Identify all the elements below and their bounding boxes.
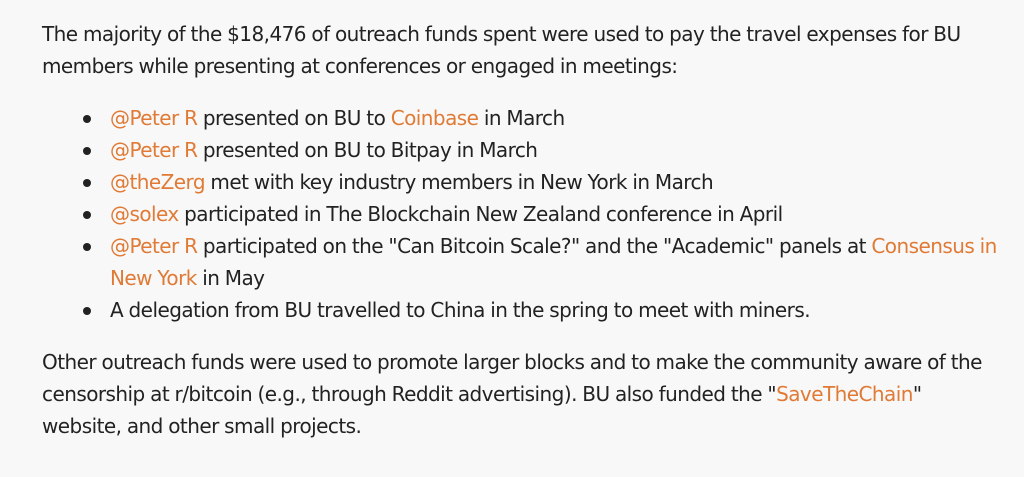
list-item: @Peter R presented on BU to Coinbase in … bbox=[83, 102, 1002, 134]
list-item-text: presented on BU to bbox=[202, 106, 386, 130]
list-item: A delegation from BU travelled to China … bbox=[83, 294, 1002, 326]
savethechain-link[interactable]: SaveTheChain bbox=[776, 382, 913, 406]
user-mention-link[interactable]: @Peter R bbox=[110, 234, 198, 258]
outro-text: " website, and other small projects. bbox=[42, 382, 922, 438]
bullet-icon bbox=[83, 307, 91, 315]
travel-list: @Peter R presented on BU to Coinbase in … bbox=[42, 102, 1002, 326]
list-item: @solex participated in The Blockchain Ne… bbox=[83, 198, 1002, 230]
list-item-text: participated in The Blockchain New Zeala… bbox=[184, 202, 783, 226]
outro-paragraph: Other outreach funds were used to promot… bbox=[42, 346, 1002, 442]
bullet-icon bbox=[83, 115, 91, 123]
consensus-link[interactable]: Consensus in New York bbox=[110, 234, 997, 290]
post-content: The majority of the $18,476 of outreach … bbox=[42, 18, 1002, 442]
bullet-icon bbox=[83, 147, 91, 155]
user-mention-link[interactable]: @Peter R bbox=[110, 106, 198, 130]
list-item-text: A delegation from BU travelled to China … bbox=[110, 298, 811, 322]
list-item: @Peter R presented on BU to Bitpay in Ma… bbox=[83, 134, 1002, 166]
list-item-text: met with key industry members in New Yor… bbox=[210, 170, 714, 194]
coinbase-link[interactable]: Coinbase bbox=[390, 106, 479, 130]
list-item: @theZerg met with key industry members i… bbox=[83, 166, 1002, 198]
bullet-icon bbox=[83, 243, 91, 251]
user-mention-link[interactable]: @solex bbox=[110, 202, 179, 226]
list-item-text: participated on the "Can Bitcoin Scale?"… bbox=[202, 234, 867, 258]
outro-text: Other outreach funds were used to promot… bbox=[42, 350, 982, 406]
list-item: @Peter R participated on the "Can Bitcoi… bbox=[83, 230, 1002, 294]
user-mention-link[interactable]: @Peter R bbox=[110, 138, 198, 162]
bullet-icon bbox=[83, 211, 91, 219]
list-item-text: presented on BU to Bitpay in March bbox=[202, 138, 538, 162]
user-mention-link[interactable]: @theZerg bbox=[110, 170, 206, 194]
intro-paragraph: The majority of the $18,476 of outreach … bbox=[42, 22, 961, 78]
list-item-text: in March bbox=[483, 106, 565, 130]
bullet-icon bbox=[83, 179, 91, 187]
list-item-text: in May bbox=[202, 266, 265, 290]
